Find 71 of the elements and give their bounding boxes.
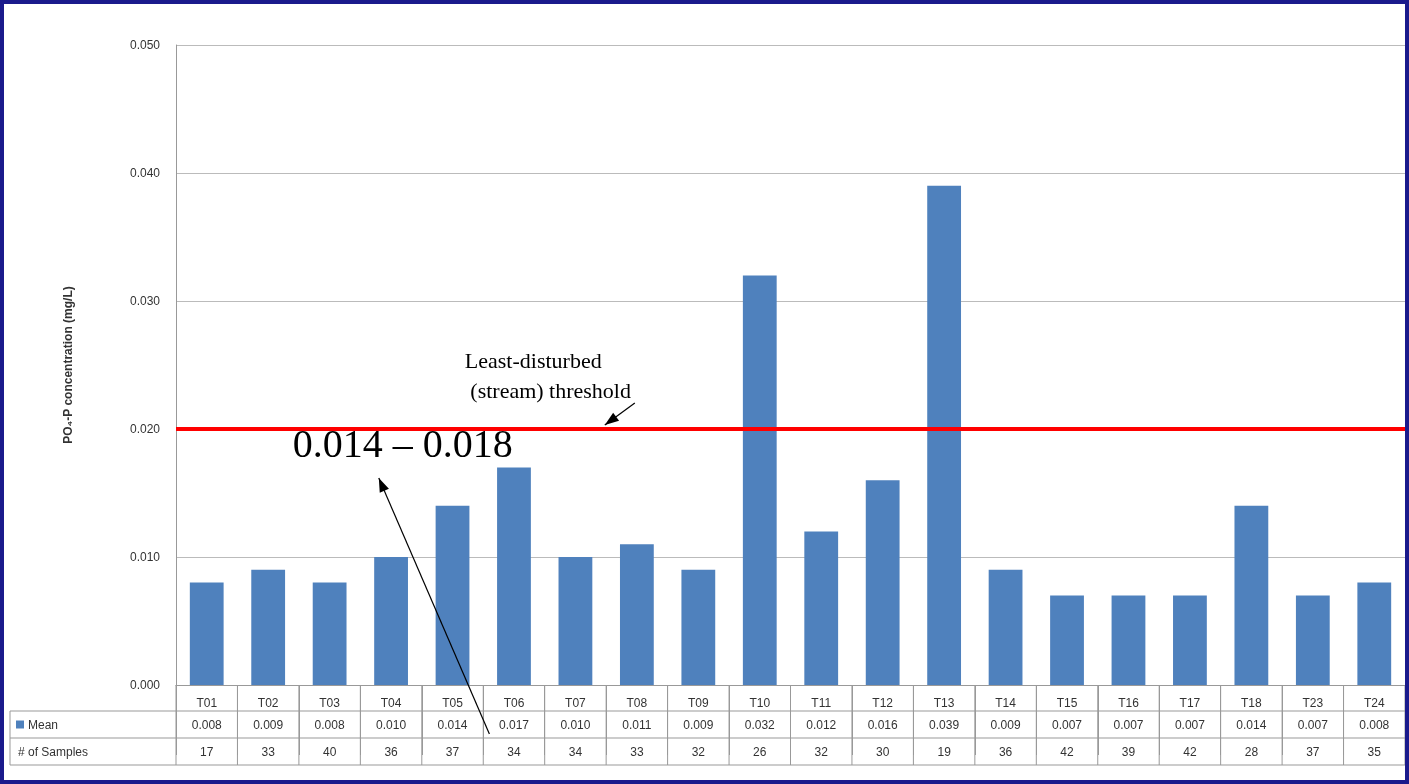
x-tick-label: T12 — [872, 696, 894, 710]
data-label: 0.009 — [990, 717, 1021, 732]
x-tick-label: T14 — [995, 696, 1017, 710]
x-tick-label: T17 — [1179, 696, 1201, 710]
text: 33 — [630, 744, 644, 759]
data-label: 0.012 — [806, 717, 837, 732]
x-tick-label: T13 — [933, 696, 955, 710]
data-label: 0.014 — [437, 717, 468, 732]
data-label: 0.007 — [1297, 717, 1329, 732]
text: 32 — [814, 744, 829, 759]
text: 33 — [261, 744, 276, 759]
data-label: 0.032 — [744, 717, 776, 732]
x-tick-label: T09 — [687, 696, 709, 710]
text: 37 — [1306, 744, 1320, 759]
data-label: 0.009 — [253, 717, 284, 732]
data-label: 0.010 — [560, 717, 591, 732]
data-label: 0.014 — [1236, 717, 1267, 732]
x-tick-label: T05 — [442, 696, 464, 710]
x-tick-label: T02 — [257, 696, 279, 710]
text: 28 — [1244, 744, 1259, 759]
text: # of Samples — [18, 744, 89, 759]
x-tick-label: T01 — [196, 696, 218, 710]
x-tick-label: T08 — [626, 696, 648, 710]
data-label: 0.008 — [314, 717, 345, 732]
annotation: 0.014 – 0.018 — [292, 420, 513, 466]
data-label: 0.007 — [1113, 717, 1144, 732]
y-tick-label: 0.000 — [129, 678, 161, 692]
y-axis-title: PO₄-P concentration (mg/L) — [61, 286, 75, 444]
x-tick-label: T04 — [380, 696, 402, 710]
y-tick-label: 0.050 — [129, 38, 161, 52]
text: 42 — [1060, 744, 1075, 759]
y-tick-label: 0.030 — [129, 294, 161, 308]
text: 34 — [507, 744, 521, 759]
y-tick-label: 0.020 — [129, 422, 161, 436]
data-label: 0.007 — [1052, 717, 1083, 732]
text: 32 — [691, 744, 706, 759]
data-label: 0.016 — [867, 717, 899, 732]
x-tick-label: T06 — [503, 696, 525, 710]
data-label: 0.007 — [1174, 717, 1206, 732]
x-tick-label: T15 — [1056, 696, 1078, 710]
data-label: 0.010 — [376, 717, 407, 732]
x-tick-label: T03 — [319, 696, 341, 710]
text: 30 — [876, 744, 890, 759]
x-tick-label: T11 — [811, 696, 832, 710]
x-tick-label: T07 — [565, 696, 587, 710]
text: 37 — [445, 744, 460, 759]
text: 39 — [1121, 744, 1136, 759]
y-tick-label: 0.040 — [129, 166, 161, 180]
text: 36 — [998, 744, 1013, 759]
ref-line-label: Least-disturbed (stream) threshold — [464, 347, 631, 403]
legend-label: Mean — [28, 717, 59, 732]
x-tick-label: T16 — [1118, 696, 1140, 710]
text: 42 — [1183, 744, 1197, 759]
y-tick-label: 0.010 — [129, 550, 161, 564]
data-label: 0.011 — [622, 717, 652, 732]
data-label: 0.039 — [929, 717, 960, 732]
text: 26 — [753, 744, 767, 759]
text: 36 — [384, 744, 399, 759]
text: 17 — [200, 744, 214, 759]
text: 34 — [568, 744, 583, 759]
x-tick-label: T10 — [749, 696, 771, 710]
data-label: 0.008 — [191, 717, 223, 732]
data-label: 0.009 — [683, 717, 714, 732]
data-label: 0.017 — [498, 717, 530, 732]
data-label: 0.008 — [1359, 717, 1390, 732]
x-tick-label: T24 — [1363, 696, 1385, 710]
text: 35 — [1367, 744, 1382, 759]
text: 40 — [322, 744, 337, 759]
text: 19 — [937, 744, 952, 759]
x-tick-label: T23 — [1302, 696, 1324, 710]
x-tick-label: T18 — [1241, 696, 1263, 710]
